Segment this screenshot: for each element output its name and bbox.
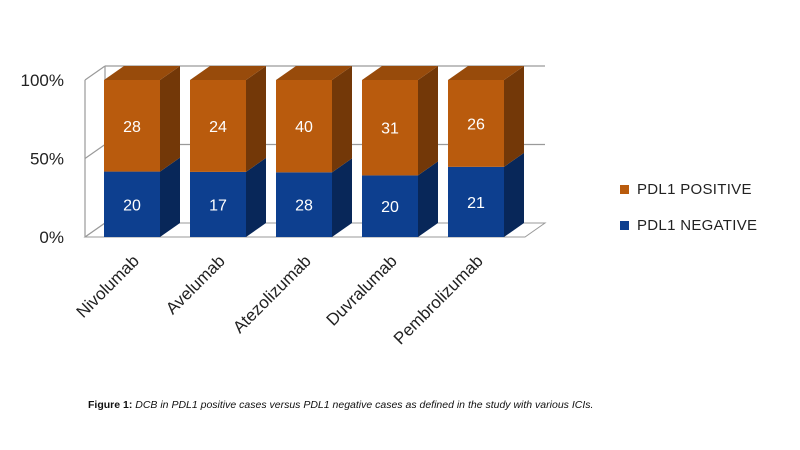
data-label: 31 (381, 121, 399, 138)
bar-top (448, 66, 524, 80)
data-label: 17 (209, 197, 227, 214)
x-tick-label: Atezolizumab (229, 251, 315, 337)
bar-top (190, 66, 266, 80)
gridline-side (84, 222, 106, 238)
legend-swatch-positive (620, 184, 629, 194)
legend-label-negative: PDL1 NEGATIVE (637, 216, 758, 234)
bar-segment-positive: 31 (362, 66, 438, 176)
caption-text: DCB in PDL1 positive cases versus PDL1 n… (135, 399, 594, 411)
gridline-side (84, 144, 106, 159)
data-label: 40 (295, 119, 313, 136)
bar-segment-positive: 28 (104, 66, 180, 172)
bar-side (418, 66, 438, 176)
bar-top (276, 66, 352, 80)
data-label: 26 (467, 116, 485, 133)
bar-front (362, 175, 418, 237)
bar-side (332, 158, 352, 237)
bar-segment-negative: 28 (276, 158, 352, 237)
bar-segment-negative: 20 (104, 157, 180, 237)
bar-segment-positive: 40 (276, 66, 352, 173)
bar-top (104, 66, 180, 80)
x-tick-label: Avelumab (162, 251, 229, 318)
data-label: 20 (381, 199, 399, 216)
bar-side (246, 157, 266, 237)
legend-item-positive: PDL1 POSITIVE (620, 178, 757, 200)
stacked-bar-chart: 0% 50% 100% 20 28 17 24 28 40 20 31 21 26 Nivolumab… (21, 65, 547, 348)
bar-front (448, 80, 504, 167)
x-tick-label: Pembrolizumab (390, 251, 487, 348)
bar-side (332, 66, 352, 173)
bar-side (418, 161, 438, 237)
data-label: 20 (123, 197, 141, 214)
bar-front (190, 80, 246, 172)
bar-top (362, 66, 438, 80)
bars: 20 28 17 24 28 40 20 31 21 26 (104, 66, 524, 237)
data-label: 24 (209, 119, 227, 136)
bar-side (160, 157, 180, 237)
bar-front (104, 171, 160, 237)
bar-side (504, 66, 524, 167)
bar-side (246, 66, 266, 172)
bar-front (190, 171, 246, 237)
data-label: 21 (467, 195, 485, 212)
figure-caption: Figure 1: DCB in PDL1 positive cases ver… (88, 398, 688, 413)
x-tick-label: Duvralumab (323, 251, 401, 329)
legend-item-negative: PDL1 NEGATIVE (620, 214, 757, 236)
bar-side (160, 66, 180, 172)
bar-segment-negative: 17 (190, 157, 266, 237)
bar-side (504, 152, 524, 237)
bar-segment-positive: 26 (448, 66, 524, 167)
caption-label: Figure 1: (88, 399, 133, 411)
x-axis-labels: Nivolumab Avelumab Atezolizumab DuvralumabP… (73, 251, 487, 348)
data-label: 28 (295, 198, 313, 215)
y-tick-label: 100% (21, 71, 64, 90)
y-axis-ticks: 0% 50% 100% (21, 71, 64, 247)
bar-front (276, 172, 332, 237)
bar-segment-negative: 21 (448, 152, 524, 237)
x-tick-label: Nivolumab (73, 251, 143, 321)
data-label: 28 (123, 119, 141, 136)
bar-segment-negative: 20 (362, 161, 438, 237)
y-tick-label: 50% (30, 150, 64, 169)
legend-label-positive: PDL1 POSITIVE (637, 180, 752, 198)
bar-front (104, 80, 160, 172)
y-tick-label: 0% (39, 228, 64, 247)
bar-front (362, 80, 418, 176)
legend: PDL1 POSITIVE PDL1 NEGATIVE (620, 178, 757, 250)
bar-segment-positive: 24 (190, 66, 266, 172)
bar-front (448, 166, 504, 237)
bar-front (276, 80, 332, 173)
legend-swatch-negative (620, 220, 629, 230)
gridline-side (84, 65, 106, 81)
